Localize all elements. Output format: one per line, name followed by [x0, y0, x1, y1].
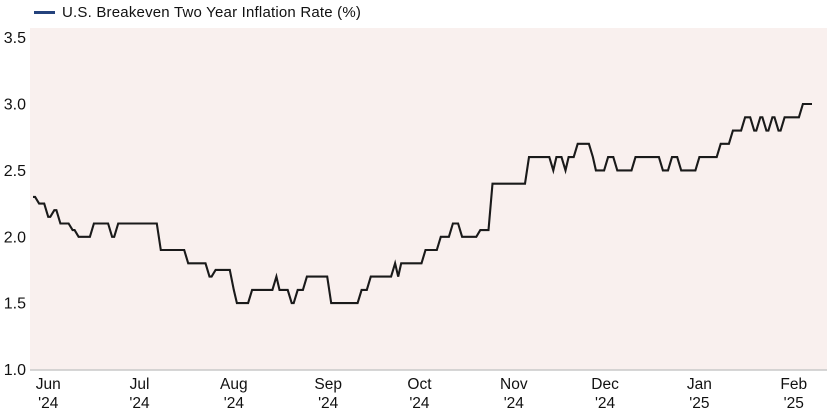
x-tick-year-label: '25	[784, 395, 804, 412]
x-tick-year-label: '24	[409, 395, 430, 412]
y-tick-label: 2.0	[4, 229, 26, 246]
x-tick-month-label: Dec	[591, 376, 619, 393]
x-tick-month-label: Oct	[407, 376, 432, 393]
x-tick-year-label: '24	[224, 395, 245, 412]
x-tick-month-label: Nov	[500, 376, 528, 393]
y-tick-label: 1.5	[4, 296, 26, 313]
plot-background	[30, 28, 827, 370]
y-tick-label: 3.0	[4, 97, 26, 114]
x-tick-month-label: Sep	[314, 376, 342, 393]
x-tick-month-label: Jul	[130, 376, 150, 393]
x-tick-year-label: '24	[318, 395, 339, 412]
x-tick-year-label: '24	[595, 395, 616, 412]
x-tick-month-label: Jun	[36, 376, 61, 393]
y-tick-label: 3.5	[4, 30, 26, 47]
chart-legend: U.S. Breakeven Two Year Inflation Rate (…	[34, 4, 361, 21]
legend-label: U.S. Breakeven Two Year Inflation Rate (…	[62, 4, 362, 21]
x-tick-month-label: Feb	[780, 376, 807, 393]
y-tick-label: 1.0	[4, 362, 26, 379]
x-tick-month-label: Jan	[687, 376, 712, 393]
y-tick-label: 2.5	[4, 163, 26, 180]
series-line	[33, 102, 812, 305]
x-tick-year-label: '25	[689, 395, 709, 412]
x-tick-month-label: Aug	[220, 376, 248, 393]
x-tick-year-label: '24	[504, 395, 525, 412]
legend-line-icon	[34, 11, 55, 14]
x-tick-year-label: '24	[38, 395, 59, 412]
x-tick-year-label: '24	[129, 395, 150, 412]
